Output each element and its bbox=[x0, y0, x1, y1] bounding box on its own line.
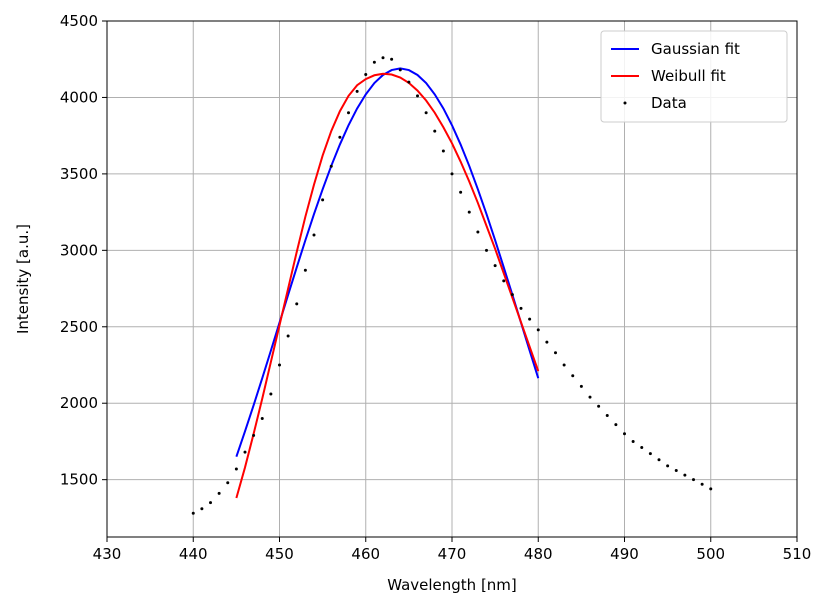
data-point bbox=[407, 80, 411, 84]
legend-label: Gaussian fit bbox=[651, 40, 740, 58]
data-point bbox=[200, 507, 204, 511]
data-point bbox=[390, 57, 394, 61]
y-tick-label: 4500 bbox=[60, 12, 98, 30]
data-point bbox=[260, 417, 264, 421]
data-point bbox=[364, 73, 368, 77]
x-tick-label: 460 bbox=[351, 545, 380, 563]
data-point bbox=[674, 468, 678, 472]
fit-line bbox=[235, 72, 540, 499]
data-point bbox=[338, 135, 342, 139]
plot-frame bbox=[106, 20, 798, 538]
fit-line bbox=[235, 67, 540, 458]
data-point bbox=[416, 94, 419, 98]
data-point bbox=[614, 423, 618, 427]
data-point bbox=[536, 328, 540, 332]
data-point bbox=[424, 111, 428, 115]
data-point bbox=[692, 478, 695, 482]
data-point bbox=[433, 129, 437, 133]
data-point bbox=[562, 363, 566, 367]
y-axis-label: Intensity [a.u.] bbox=[14, 224, 32, 334]
data-point bbox=[450, 172, 454, 176]
data-point bbox=[605, 413, 609, 417]
data-point bbox=[467, 210, 471, 214]
data-point bbox=[269, 392, 273, 396]
x-tick-label: 430 bbox=[93, 545, 122, 563]
data-point bbox=[648, 452, 652, 456]
y-tick-label: 1500 bbox=[60, 471, 98, 489]
x-tick-label: 490 bbox=[610, 545, 639, 563]
data-point bbox=[217, 491, 221, 495]
data-point bbox=[597, 404, 601, 408]
data-point bbox=[312, 233, 316, 237]
data-point bbox=[355, 89, 359, 93]
y-tick-label: 3500 bbox=[60, 165, 98, 183]
data-point bbox=[252, 433, 256, 437]
data-point bbox=[571, 374, 575, 378]
data-point bbox=[381, 56, 385, 60]
data-point bbox=[579, 384, 583, 388]
data-point bbox=[278, 363, 281, 367]
legend-label: Data bbox=[651, 94, 687, 112]
data-point bbox=[329, 164, 333, 168]
data-point bbox=[485, 248, 488, 252]
x-tick-label: 470 bbox=[438, 545, 467, 563]
data-point bbox=[286, 334, 290, 338]
legend-marker bbox=[623, 101, 627, 105]
data-point bbox=[243, 450, 247, 454]
data-point bbox=[709, 487, 713, 491]
data-point bbox=[476, 230, 480, 234]
y-tick-label: 2500 bbox=[60, 318, 98, 336]
y-tick-label: 2000 bbox=[60, 394, 98, 412]
data-point bbox=[234, 467, 238, 471]
data-point bbox=[519, 306, 523, 310]
data-point bbox=[666, 464, 670, 468]
x-axis-label: Wavelength [nm] bbox=[387, 576, 517, 594]
data-point bbox=[493, 264, 497, 268]
data-point bbox=[623, 432, 626, 436]
data-point bbox=[528, 317, 532, 321]
legend-label: Weibull fit bbox=[651, 67, 726, 85]
data-point bbox=[631, 439, 635, 443]
x-tick-label: 500 bbox=[696, 545, 725, 563]
legend-box bbox=[600, 30, 788, 123]
data-point bbox=[226, 481, 230, 485]
data-point bbox=[554, 351, 557, 355]
data-point bbox=[441, 149, 445, 153]
data-point bbox=[683, 473, 687, 477]
data-point bbox=[347, 111, 350, 115]
data-point bbox=[321, 198, 325, 202]
data-point bbox=[588, 395, 592, 399]
y-tick-label: 4000 bbox=[60, 88, 98, 106]
data-point bbox=[459, 190, 463, 194]
x-tick-label: 480 bbox=[524, 545, 553, 563]
y-tick-label: 3000 bbox=[60, 241, 98, 259]
data-point bbox=[398, 68, 402, 72]
data-point bbox=[303, 268, 307, 272]
data-point bbox=[191, 511, 195, 515]
data-point bbox=[510, 293, 514, 297]
data-point bbox=[700, 482, 704, 486]
x-tick-label: 510 bbox=[783, 545, 812, 563]
x-tick-label: 440 bbox=[179, 545, 208, 563]
data-point bbox=[502, 279, 506, 283]
data-point bbox=[372, 60, 376, 64]
data-point bbox=[657, 458, 661, 462]
data-point bbox=[209, 501, 212, 505]
data-point bbox=[295, 302, 299, 306]
data-point bbox=[640, 446, 644, 450]
x-tick-label: 450 bbox=[265, 545, 294, 563]
data-point bbox=[545, 340, 549, 344]
